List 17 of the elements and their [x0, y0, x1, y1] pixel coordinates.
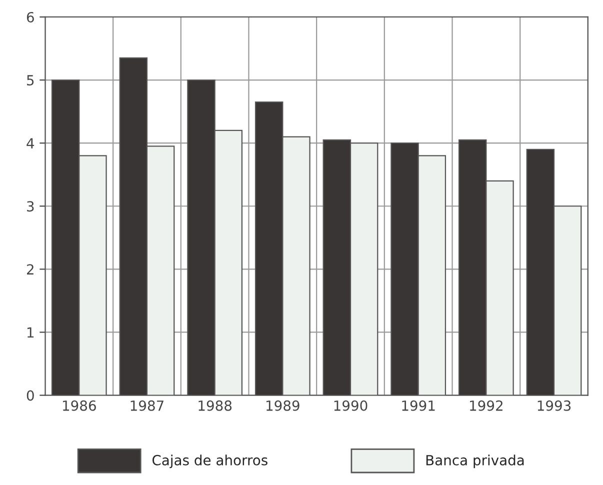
x-tick-label: 1993 [538, 400, 571, 411]
x-tick-label: 1989 [266, 400, 300, 411]
y-tick-label: 2 [26, 264, 34, 274]
y-tick-label: 3 [27, 201, 34, 212]
x-tick-label: 1991 [402, 400, 435, 411]
y-tick-label: 5 [27, 75, 34, 86]
x-tick-label: 1986 [62, 400, 96, 411]
legend-label: Cajas de ahorros [152, 454, 268, 468]
y-tick-label: 6 [26, 12, 34, 22]
y-tick-label: 4 [26, 138, 34, 148]
legend-label: Banca privada [426, 454, 524, 468]
y-tick-label: 1 [27, 327, 34, 338]
x-tick-label: 1990 [334, 400, 368, 411]
x-tick-label: 1988 [198, 400, 232, 411]
x-tick-label: 1987 [130, 400, 164, 411]
x-tick-label: 1992 [470, 400, 502, 411]
y-tick-label: 0 [26, 390, 34, 401]
